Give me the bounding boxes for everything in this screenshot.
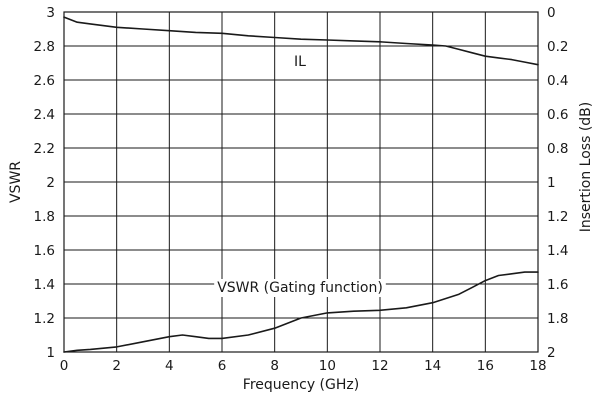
x-tick-label: 14 [424, 358, 441, 374]
y-right-tick-label: 1.8 [547, 311, 568, 327]
x-tick-label: 12 [371, 358, 388, 374]
annotation-background [214, 279, 386, 297]
y-right-tick-label: 0.8 [547, 141, 568, 157]
y-right-tick-label: 1.6 [547, 277, 568, 293]
y-right-tick-label: 2 [547, 345, 556, 361]
y-left-tick-label: 3 [46, 5, 55, 21]
y-right-tick-label: 0.4 [547, 73, 568, 89]
x-tick-label: 0 [60, 358, 69, 374]
series-line-vswr [63, 271, 539, 353]
y-left-tick-label: 2 [46, 175, 55, 191]
x-tick-label: 16 [477, 358, 494, 374]
y-axis-left-title: VSWR [8, 161, 24, 203]
x-tick-label: 10 [319, 358, 336, 374]
series-line-il [63, 16, 539, 66]
y-left-tick-label: 2.4 [34, 107, 55, 123]
annotation-vswr: VSWR (Gating function) [217, 280, 383, 296]
y-left-tick-label: 1.6 [34, 243, 55, 259]
y-right-tick-label: 0 [547, 5, 556, 21]
annotations: IL VSWR (Gating function) [214, 53, 386, 297]
y-left-tick-label: 1.8 [34, 209, 55, 225]
annotation-il: IL [294, 54, 306, 70]
tick-labels: 0 2 4 6 8 10 12 14 16 1811.21.41.61.822.22.42.62.… [34, 5, 569, 374]
x-tick-label: 2 [112, 358, 121, 374]
y-left-tick-label: 2.2 [34, 141, 55, 157]
y-left-tick-label: 1 [46, 345, 55, 361]
y-axis-right-title: Insertion Loss (dB) [578, 102, 594, 233]
annotation-background [291, 53, 310, 71]
y-right-tick-label: 1.2 [547, 209, 568, 225]
x-tick-label: 6 [218, 358, 227, 374]
x-tick-label: 4 [165, 358, 174, 374]
x-tick-label: 8 [270, 358, 279, 374]
y-right-tick-label: 1 [547, 175, 556, 191]
y-right-tick-label: 0.6 [547, 107, 568, 123]
x-tick-label: 18 [529, 358, 546, 374]
y-right-tick-label: 1.4 [547, 243, 568, 259]
plot-frame [63, 11, 539, 353]
y-left-tick-label: 2.8 [34, 39, 55, 55]
y-left-tick-label: 2.6 [34, 73, 55, 89]
series-layer [63, 16, 539, 353]
y-right-tick-label: 0.2 [547, 39, 568, 55]
x-axis-title: Frequency (GHz) [243, 377, 359, 393]
y-left-tick-label: 1.4 [34, 277, 55, 293]
y-left-tick-label: 1.2 [34, 311, 55, 327]
